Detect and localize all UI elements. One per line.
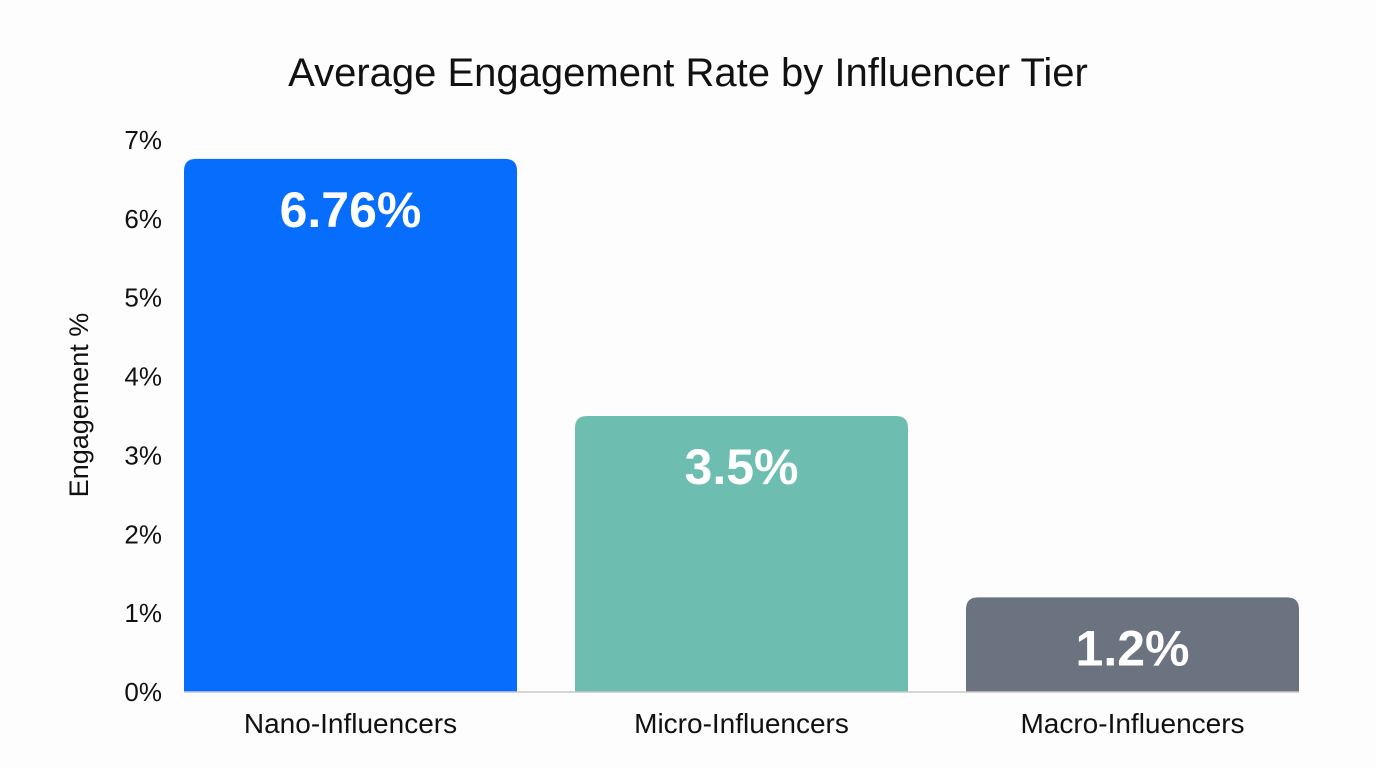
y-tick-label: 2%: [124, 519, 162, 549]
y-axis-label: Engagement %: [64, 313, 94, 498]
y-tick-label: 4%: [124, 362, 162, 392]
x-tick-label: Micro-Influencers: [634, 708, 849, 739]
y-tick-label: 0%: [124, 677, 162, 707]
chart-title: Average Engagement Rate by Influencer Ti…: [288, 51, 1088, 95]
y-tick-label: 3%: [124, 440, 162, 470]
x-tick-label: Nano-Influencers: [244, 708, 457, 739]
y-tick-label: 5%: [124, 283, 162, 313]
y-tick-label: 7%: [124, 125, 162, 155]
data-label: 1.2%: [1076, 620, 1190, 676]
data-label: 3.5%: [685, 439, 799, 495]
y-tick-label: 1%: [124, 598, 162, 628]
bar-micro-influencers: [575, 416, 908, 692]
y-tick-label: 6%: [124, 204, 162, 234]
x-tick-label: Macro-Influencers: [1020, 708, 1244, 739]
data-label: 6.76%: [280, 182, 422, 238]
bar-macro-influencers: [966, 597, 1299, 692]
bar-nano-influencers: [184, 158, 517, 692]
